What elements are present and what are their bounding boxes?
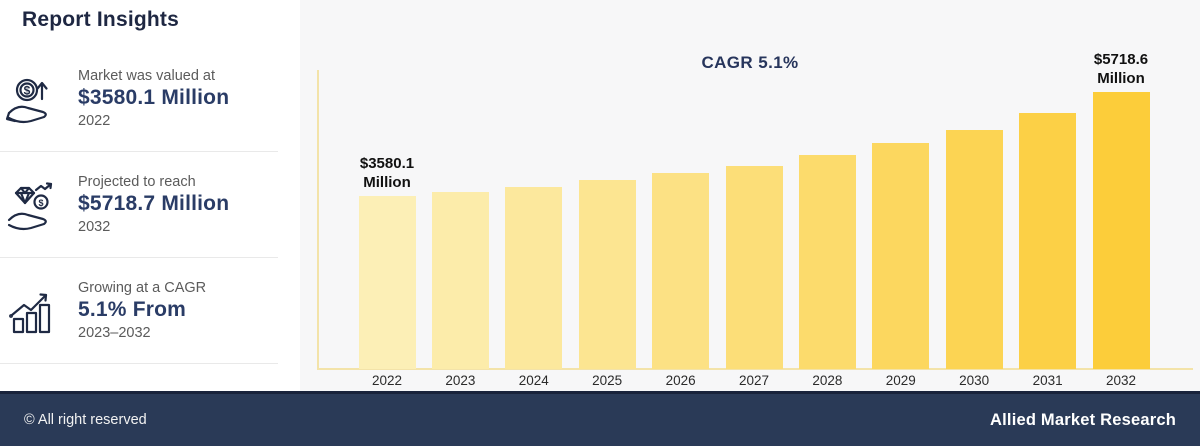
money-growth-hand-icon: $	[0, 71, 64, 127]
insight-value: $3580.1 Million	[78, 86, 230, 109]
insight-period: 2022	[78, 113, 111, 129]
x-tick-label: 2030	[959, 373, 990, 388]
footer-bar: © All right reserved Allied Market Resea…	[0, 391, 1200, 446]
x-tick-label: 2029	[885, 373, 916, 388]
insight-period: 2023–2032	[78, 325, 151, 341]
bar-2026	[652, 173, 710, 369]
insight-label: Market was valued at	[78, 68, 216, 84]
insight-text: Market was valued at $3580.1 Million 202…	[78, 68, 229, 129]
copyright-text: © All right reserved	[24, 412, 147, 428]
bar-2024	[505, 187, 563, 369]
insight-text: Projected to reach $5718.7 Million 2032	[78, 174, 229, 235]
brand-name: Allied Market Research	[990, 410, 1176, 429]
bar-2022	[358, 195, 416, 369]
x-tick-label: 2026	[665, 373, 696, 388]
bar-2028	[798, 155, 856, 369]
bar-2030	[945, 130, 1003, 369]
bar-value-label: $5718.6 Million	[1093, 51, 1149, 88]
bar-value-label: $3580.1 Million	[359, 154, 415, 191]
insight-text: Growing at a CAGR 5.1% From 2023–2032	[78, 280, 206, 341]
bar-2023	[431, 191, 489, 369]
x-tick-label: 2031	[1032, 373, 1063, 388]
insights-sidebar: Report Insights $	[0, 0, 300, 391]
chart-title: CAGR 5.1%	[701, 53, 799, 72]
bar-2032	[1092, 92, 1150, 369]
svg-text:$: $	[38, 198, 43, 208]
insight-item-cagr: Growing at a CAGR 5.1% From 2023–2032	[0, 258, 278, 364]
bar-2031	[1019, 113, 1077, 369]
x-tick-label: 2028	[812, 373, 843, 388]
x-tick-label: 2027	[738, 373, 770, 388]
gem-value-hand-icon: $	[0, 177, 64, 233]
y-axis-line	[317, 70, 319, 370]
growth-bars-icon	[0, 283, 64, 339]
insight-item-projection: $ Projected to reach $5718.7 Million 203…	[0, 152, 278, 258]
x-tick-label: 2024	[518, 373, 549, 388]
bar-2027	[725, 166, 783, 369]
x-tick-label: 2023	[445, 373, 476, 388]
insight-value: $5718.7 Million	[78, 192, 230, 215]
bar-2029	[872, 143, 930, 369]
insight-label: Projected to reach	[78, 174, 196, 190]
insight-period: 2032	[78, 219, 111, 235]
insight-label: Growing at a CAGR	[78, 280, 207, 296]
x-tick-label: 2032	[1105, 373, 1137, 388]
svg-text:$: $	[24, 83, 31, 97]
bar-2025	[578, 180, 636, 369]
insight-value: 5.1% From	[78, 298, 186, 321]
page-title: Report Insights	[22, 8, 180, 31]
insight-item-valuation: $ Market was valued at $3580.1 Million 2…	[0, 46, 278, 152]
x-axis-line	[317, 368, 1193, 370]
x-tick-label: 2022	[371, 373, 403, 388]
insight-list: $ Market was valued at $3580.1 Million 2…	[0, 46, 278, 364]
x-tick-label: 2025	[592, 373, 623, 388]
bar-chart: CAGR 5.1% 2022 2023 2024 2025 2026 2027 2028 20…	[300, 0, 1200, 391]
